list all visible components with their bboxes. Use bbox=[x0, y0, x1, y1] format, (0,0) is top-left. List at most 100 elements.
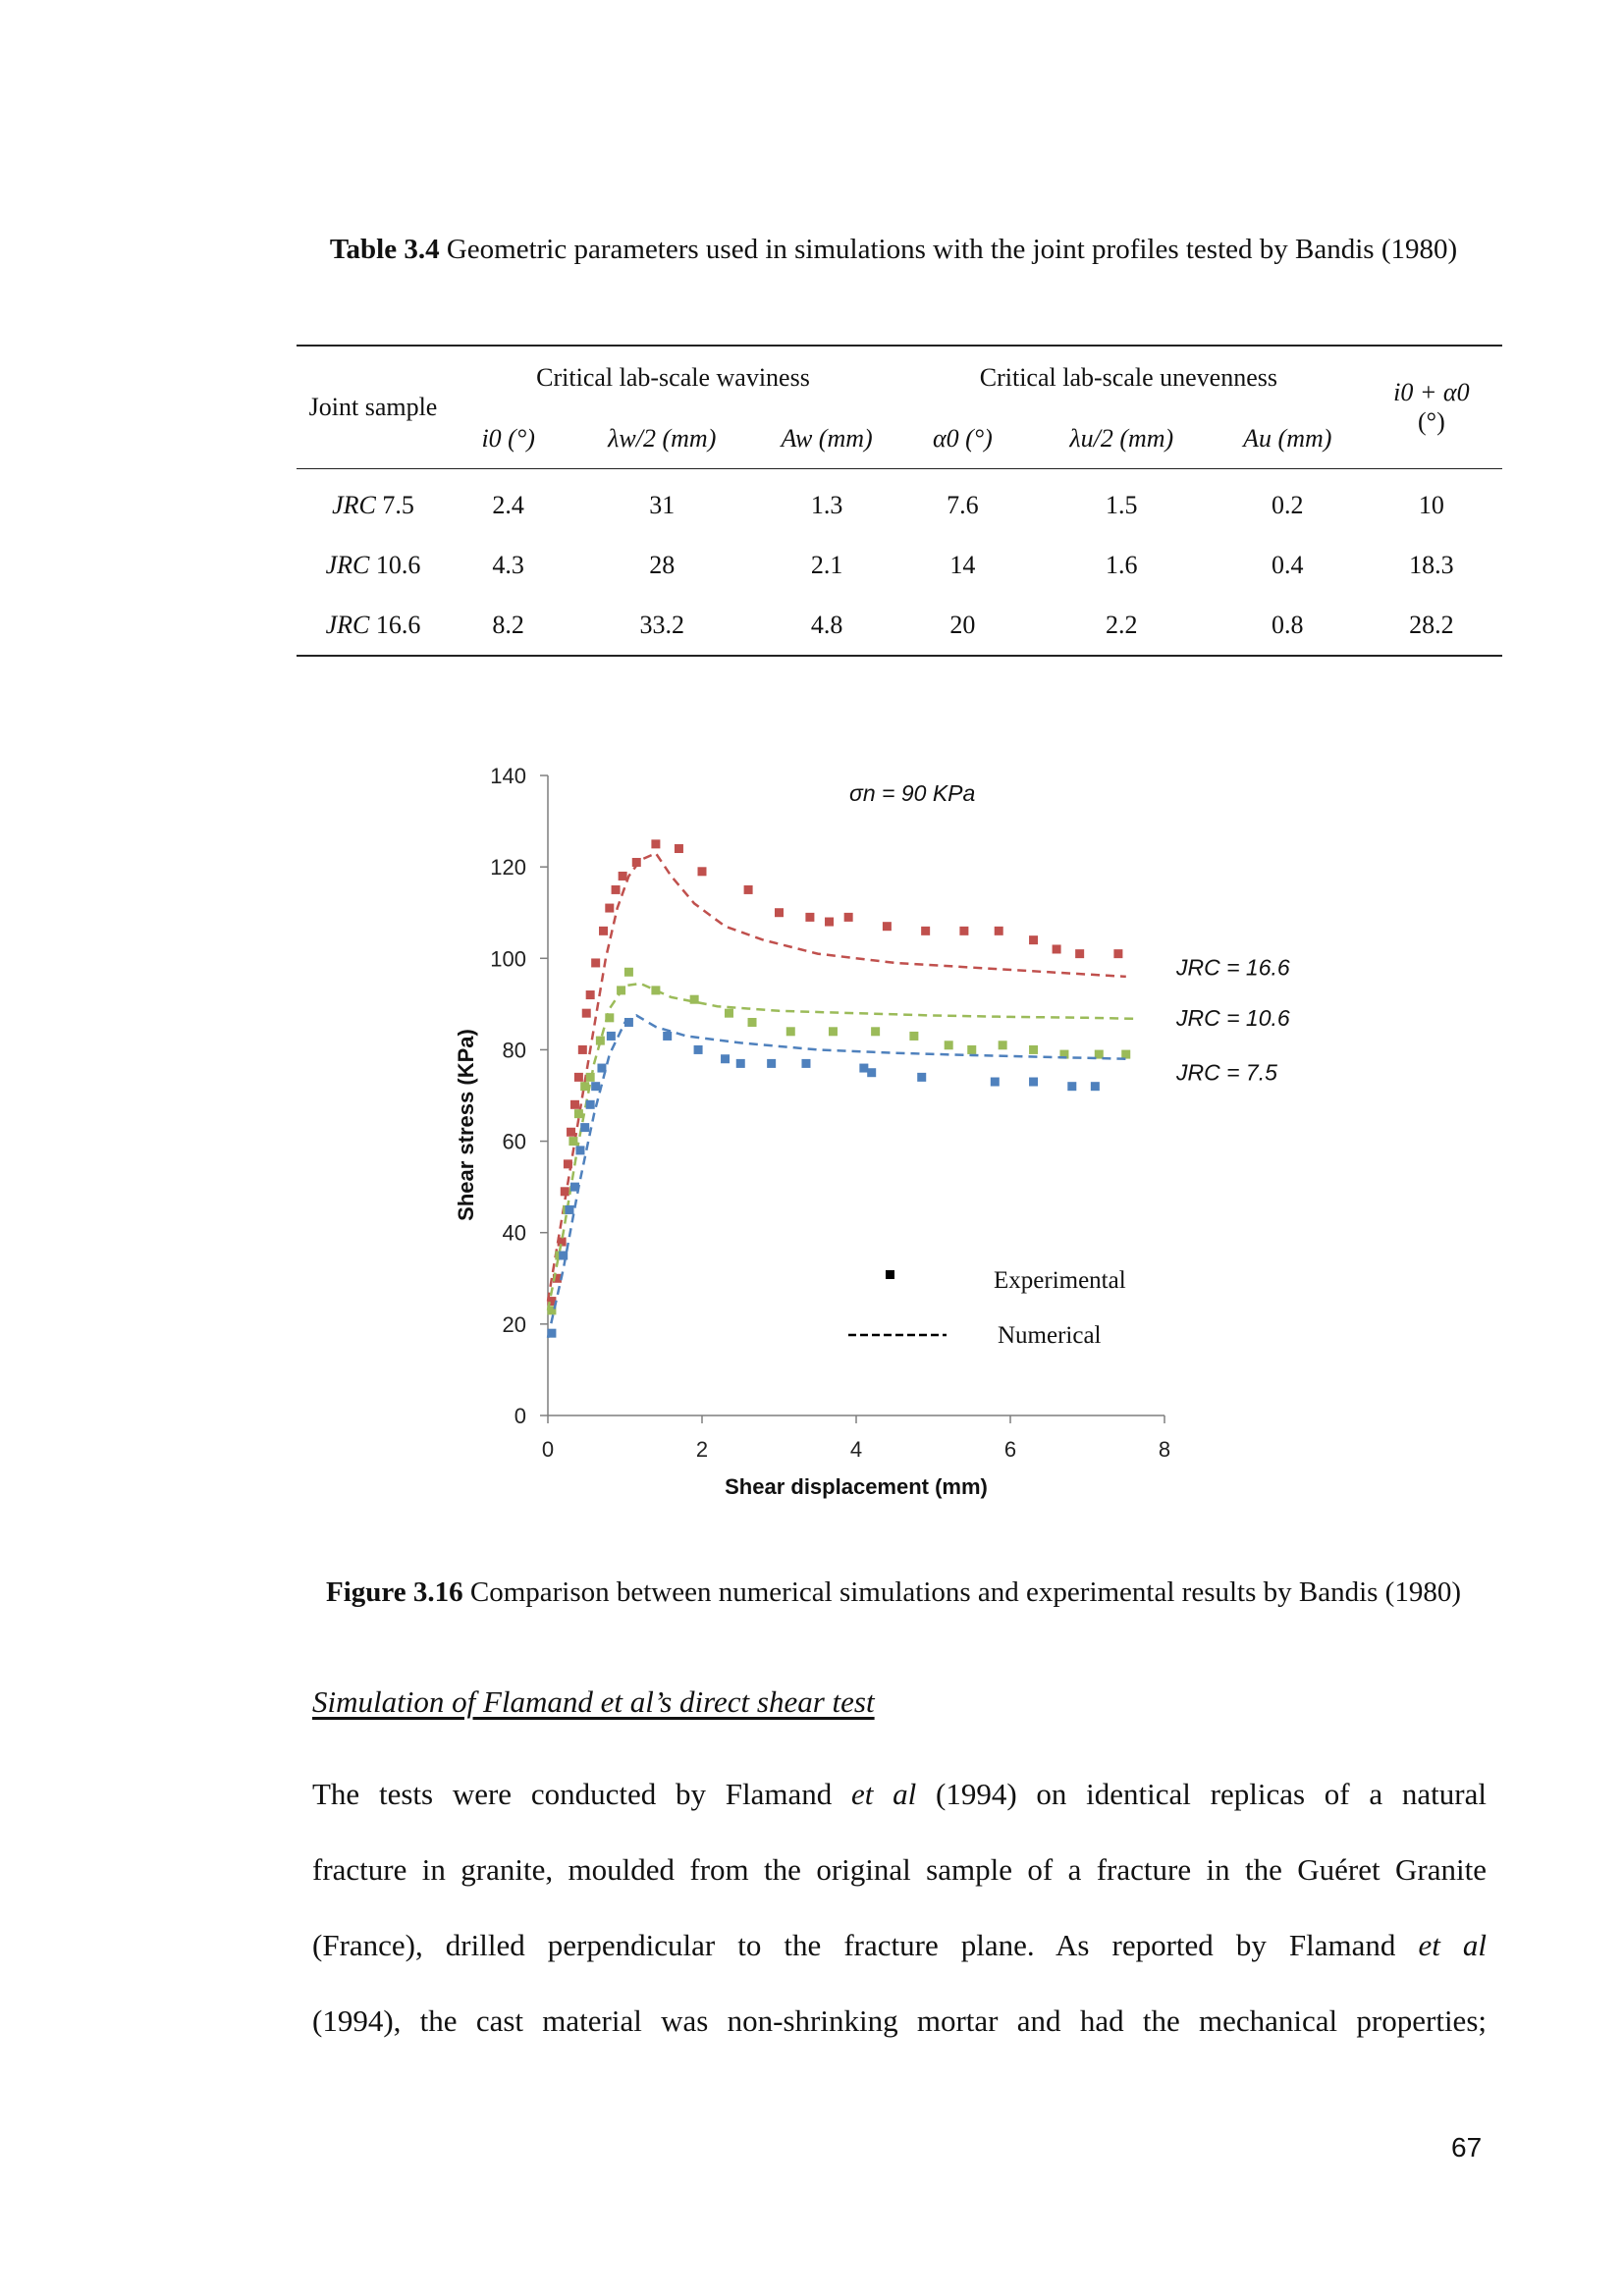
experimental-point bbox=[917, 1072, 927, 1082]
table-caption: Table 3.4 Geometric parameters used in s… bbox=[324, 232, 1463, 267]
header-unevenness: Critical lab-scale unevenness bbox=[979, 363, 1277, 392]
experimental-point bbox=[767, 1058, 777, 1068]
shear-stress-chart: 0 20 40 60 80 100 120 140 0 2 4 6 8 Shear displacemen… bbox=[454, 764, 1290, 1499]
header-lambda-w: λw/2 (mm) bbox=[608, 424, 717, 453]
experimental-point bbox=[775, 908, 784, 918]
experimental-point bbox=[828, 1027, 838, 1037]
experimental-point bbox=[631, 857, 641, 867]
experimental-point bbox=[585, 990, 595, 1000]
experimental-point bbox=[569, 1099, 579, 1109]
experimental-point bbox=[867, 1068, 877, 1078]
cell-aw: 2.1 bbox=[810, 550, 843, 579]
paragraph-line-3: (France), drilled perpendicular to the f… bbox=[312, 1928, 1487, 1962]
cell-lw: 28 bbox=[649, 550, 676, 579]
paragraph-line-1: The tests were conducted by Flamand et a… bbox=[312, 1777, 1487, 1811]
experimental-point bbox=[573, 1109, 583, 1119]
experimental-point bbox=[825, 917, 835, 927]
experimental-point bbox=[721, 1054, 731, 1064]
cell-i0: 2.4 bbox=[492, 490, 524, 519]
header-waviness: Critical lab-scale waviness bbox=[536, 363, 810, 392]
y-tick-label: 20 bbox=[503, 1312, 526, 1337]
experimental-point bbox=[557, 1237, 567, 1247]
experimental-point bbox=[689, 994, 699, 1004]
experimental-point bbox=[651, 986, 661, 995]
cell-aw: 4.8 bbox=[810, 610, 843, 639]
y-axis-label: Shear stress (KPa) bbox=[454, 1029, 478, 1221]
experimental-point bbox=[909, 1031, 919, 1041]
header-sum-symbol: i0 + α0 bbox=[1393, 378, 1470, 406]
y-tick-label: 60 bbox=[503, 1130, 526, 1154]
experimental-point bbox=[591, 1082, 601, 1092]
parameter-table: Joint sample Critical lab-scale waviness… bbox=[297, 345, 1502, 657]
experimental-point bbox=[859, 1063, 869, 1073]
experimental-point bbox=[743, 884, 753, 894]
cell-sum: 28.2 bbox=[1409, 610, 1454, 639]
legend-label-experimental: Experimental bbox=[994, 1267, 1126, 1294]
x-tick-label: 0 bbox=[542, 1437, 554, 1462]
experimental-point bbox=[591, 958, 601, 968]
experimental-point bbox=[1067, 1082, 1077, 1092]
experimental-point bbox=[547, 1306, 557, 1315]
experimental-point bbox=[552, 1273, 562, 1283]
cell-i0: 8.2 bbox=[492, 610, 524, 639]
numerical-line-0 bbox=[546, 851, 1126, 1302]
experimental-point bbox=[801, 1058, 811, 1068]
cell-i0: 4.3 bbox=[492, 550, 524, 579]
experimental-point bbox=[606, 1031, 616, 1041]
cell-a0: 20 bbox=[949, 610, 976, 639]
figure-caption-label: Figure 3.16 bbox=[325, 1576, 463, 1608]
experimental-point bbox=[735, 1058, 745, 1068]
paragraph-line-4: (1994), the cast material was non-shrink… bbox=[312, 2003, 1487, 2038]
experimental-point bbox=[674, 844, 683, 854]
header-au: Au (mm) bbox=[1243, 424, 1332, 453]
x-axis-label: Shear displacement (mm) bbox=[725, 1474, 988, 1499]
experimental-point bbox=[568, 1137, 578, 1147]
experimental-point bbox=[944, 1041, 953, 1050]
experimental-point bbox=[580, 1123, 590, 1133]
table-row: JRC 10.6 4.3 28 2.1 14 1.6 0.4 18.3 bbox=[297, 535, 1502, 595]
experimental-point bbox=[595, 1036, 605, 1045]
experimental-point bbox=[1094, 1049, 1104, 1059]
cell-lu: 1.5 bbox=[1106, 490, 1138, 519]
experimental-point bbox=[693, 1044, 703, 1054]
cell-au: 0.4 bbox=[1272, 550, 1304, 579]
header-sum-unit: (°) bbox=[1418, 407, 1445, 436]
experimental-point bbox=[599, 926, 609, 935]
x-tick-label: 8 bbox=[1159, 1437, 1170, 1462]
experimental-point bbox=[1075, 949, 1085, 959]
table-caption-label: Table 3.4 bbox=[329, 234, 440, 265]
header-i0: i0 (°) bbox=[481, 424, 535, 453]
experimental-point bbox=[747, 1017, 757, 1027]
paragraph-line-2: fracture in granite, moulded from the or… bbox=[312, 1852, 1487, 1887]
cell-au: 0.2 bbox=[1272, 490, 1304, 519]
chart-title: σn = 90 KPa bbox=[849, 780, 975, 806]
cell-lu: 1.6 bbox=[1106, 550, 1138, 579]
experimental-point bbox=[547, 1297, 557, 1307]
cell-joint: JRC 10.6 bbox=[325, 550, 421, 579]
experimental-point bbox=[577, 1044, 587, 1054]
experimental-point bbox=[1059, 1049, 1069, 1059]
experimental-point bbox=[569, 1182, 579, 1192]
cell-a0: 7.6 bbox=[947, 490, 979, 519]
figure-caption-text: Comparison between numerical simulations… bbox=[469, 1576, 1461, 1608]
experimental-point bbox=[565, 1204, 574, 1214]
series-label: JRC = 7.5 bbox=[1175, 1060, 1277, 1086]
y-tick-label: 40 bbox=[503, 1221, 526, 1246]
experimental-point bbox=[1029, 1044, 1039, 1054]
experimental-point bbox=[623, 1017, 633, 1027]
experimental-point bbox=[663, 1031, 673, 1041]
plot-area: 0 20 40 60 80 100 120 140 0 2 4 6 8 Shear displacemen… bbox=[454, 764, 1290, 1499]
experimental-point bbox=[959, 926, 969, 935]
header-alpha0: α0 (°) bbox=[932, 424, 993, 453]
experimental-point bbox=[921, 926, 931, 935]
header-sum: i0 + α0 (°) bbox=[1361, 346, 1502, 469]
experimental-point bbox=[994, 926, 1003, 935]
experimental-point bbox=[617, 986, 626, 995]
experimental-point bbox=[1052, 944, 1061, 954]
cell-joint: JRC 16.6 bbox=[325, 610, 421, 639]
experimental-point bbox=[882, 922, 892, 932]
cell-lu: 2.2 bbox=[1106, 610, 1138, 639]
experimental-point bbox=[871, 1027, 881, 1037]
experimental-point bbox=[697, 867, 707, 877]
experimental-point bbox=[618, 871, 627, 881]
